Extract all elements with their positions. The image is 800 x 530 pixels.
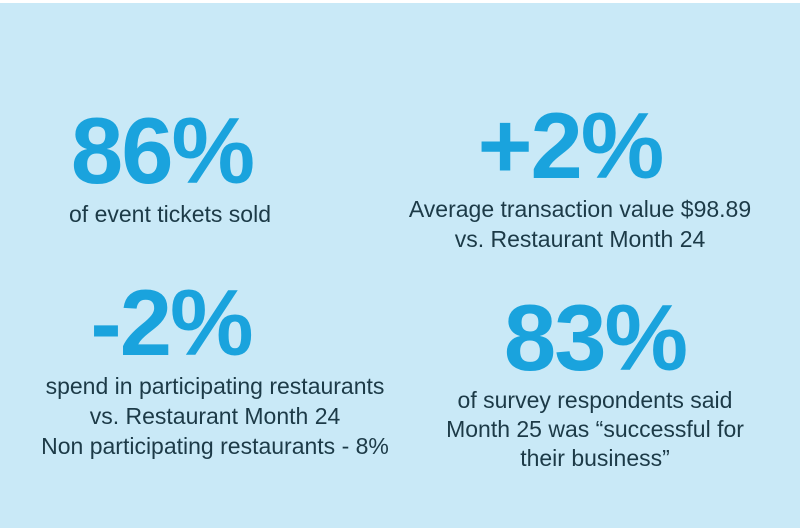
stat-caption: spend in participating restaurants vs. R… bbox=[0, 371, 430, 461]
stat-caption-line: of survey respondents said bbox=[457, 387, 733, 413]
stat-caption-line: Average transaction value $98.89 bbox=[408, 196, 752, 222]
stat-caption-line: vs. Restaurant Month 24 bbox=[89, 403, 341, 429]
stat-card-avg-transaction: +2% Average transaction value $98.89 vs.… bbox=[400, 98, 760, 254]
stat-caption: of survey respondents said Month 25 was … bbox=[400, 386, 790, 473]
infographic-canvas: 86% of event tickets sold +2% Average tr… bbox=[0, 3, 800, 528]
stat-card-event-tickets: 86% of event tickets sold bbox=[0, 103, 370, 229]
stat-caption: of event tickets sold bbox=[0, 199, 370, 229]
stat-value: 83% bbox=[503, 285, 688, 390]
stat-card-survey-success: 83% of survey respondents said Month 25 … bbox=[400, 290, 790, 473]
stat-value: -2% bbox=[90, 270, 253, 375]
stat-card-restaurant-spend: -2% spend in participating restaurants v… bbox=[0, 275, 430, 461]
stat-caption-line: Non participating restaurants - 8% bbox=[41, 433, 389, 459]
stat-value: 86% bbox=[70, 98, 255, 203]
stat-caption-line: Month 25 was “successful for bbox=[446, 416, 744, 442]
stat-value: +2% bbox=[477, 93, 665, 198]
stat-caption: Average transaction value $98.89 vs. Res… bbox=[400, 194, 760, 254]
stat-caption-line: spend in participating restaurants bbox=[45, 373, 385, 399]
stat-caption-line: of event tickets sold bbox=[69, 201, 271, 227]
stat-caption-line: their business” bbox=[520, 445, 670, 471]
stat-caption-line: vs. Restaurant Month 24 bbox=[454, 226, 706, 252]
